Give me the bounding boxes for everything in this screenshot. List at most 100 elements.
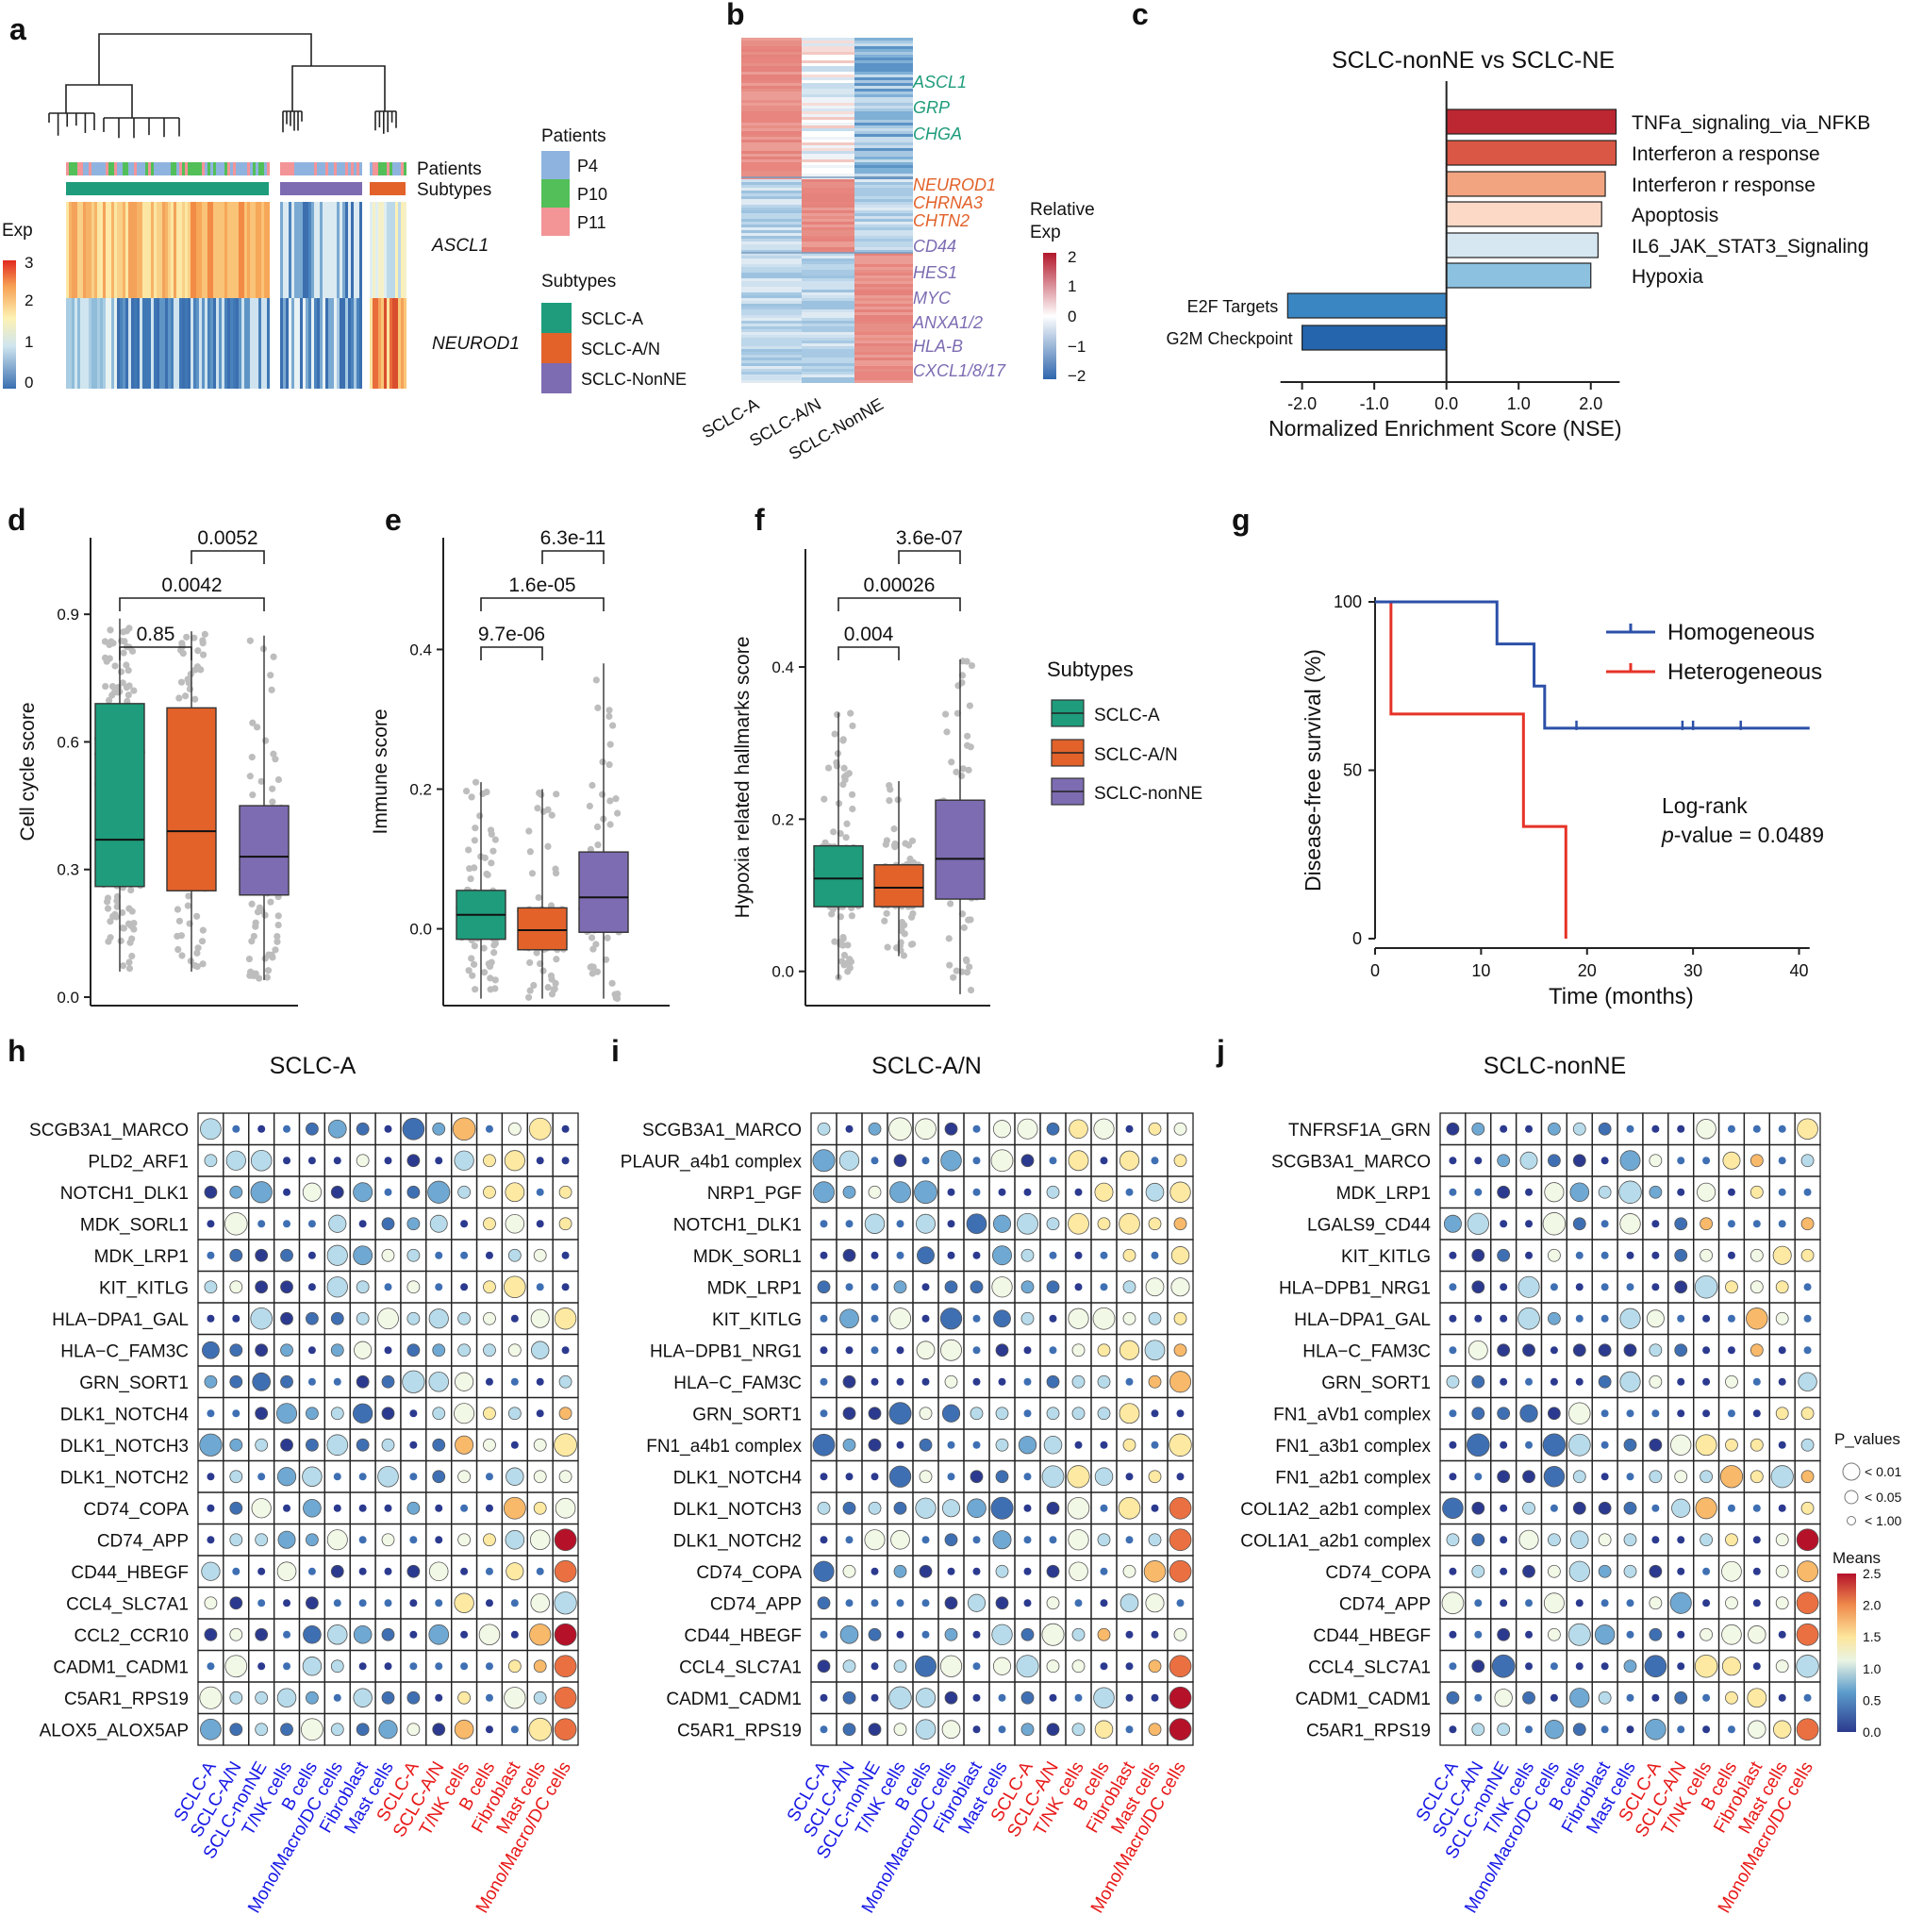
heat-cell	[741, 366, 802, 369]
pvalue-legend-label: < 0.01	[1865, 1464, 1902, 1479]
significance-bracket	[191, 550, 265, 564]
interaction-dot	[916, 1213, 936, 1234]
interaction-dot	[1721, 1560, 1742, 1582]
heat-cell	[111, 202, 114, 298]
heat-cell	[741, 83, 802, 86]
interaction-dot	[1446, 1533, 1460, 1547]
interaction-dot	[1772, 1720, 1792, 1739]
heat-cell	[741, 375, 802, 377]
interaction-dot	[1727, 1504, 1735, 1512]
interaction-dot	[1800, 1407, 1815, 1421]
data-point	[966, 702, 973, 709]
heat-cell	[741, 236, 802, 239]
heat-cell	[854, 89, 913, 92]
patient-cell	[359, 162, 362, 175]
interaction-dot	[229, 1627, 243, 1641]
data-point	[962, 956, 970, 963]
data-point	[965, 766, 972, 774]
patient-cell	[210, 162, 213, 175]
interaction-dot	[533, 1248, 547, 1262]
interaction-dot	[485, 1377, 493, 1386]
survival-line	[1375, 600, 1810, 730]
row-label: FN1_a2b1 complex	[1275, 1468, 1431, 1488]
row-label: CADM1_CADM1	[1295, 1690, 1431, 1709]
heat-cell	[854, 52, 913, 55]
interaction-dot	[252, 1372, 272, 1391]
data-point	[481, 854, 489, 861]
b-gene-hla-b: HLA-B	[913, 337, 963, 356]
data-point	[883, 837, 891, 844]
heat-cell	[256, 298, 258, 389]
interaction-dot	[1700, 1627, 1713, 1641]
interaction-dot	[356, 1122, 370, 1136]
interaction-dot	[554, 1559, 577, 1583]
data-point	[199, 637, 207, 644]
data-point	[107, 934, 114, 941]
row-label: C5AR1_RPS19	[64, 1690, 189, 1709]
heat-cell	[165, 202, 168, 298]
panel-label-b: b	[726, 0, 745, 31]
interaction-dot	[1727, 1124, 1735, 1133]
row-label: CD74_COPA	[1325, 1563, 1431, 1583]
interaction-dot	[1441, 1591, 1465, 1615]
data-point	[950, 974, 957, 981]
interaction-dot	[1543, 1466, 1566, 1488]
relexp-tick-0: 0	[1068, 308, 1076, 325]
subtype-bar	[280, 182, 362, 195]
heat-cell	[264, 202, 267, 298]
interaction-dot	[1092, 1307, 1116, 1330]
data-point	[113, 903, 121, 910]
interaction-dot	[207, 1662, 215, 1671]
patient-cell	[387, 162, 390, 175]
data-point	[263, 974, 271, 981]
heat-cell	[741, 63, 802, 66]
row-label: TNFRSF1A_GRN	[1288, 1121, 1431, 1141]
heat-cell	[802, 225, 854, 227]
data-point	[821, 795, 828, 803]
patient-cell	[174, 162, 176, 175]
interaction-dot	[820, 1346, 828, 1355]
interaction-dot	[1471, 1564, 1485, 1578]
interaction-dot	[507, 1343, 522, 1357]
interaction-dot	[1100, 1283, 1108, 1291]
heat-cell	[283, 202, 286, 298]
heat-cell	[802, 284, 854, 287]
interaction-dot	[1494, 1689, 1513, 1707]
bar	[1446, 171, 1606, 197]
heat-cell	[741, 264, 802, 267]
y-tick-label: 50	[1343, 761, 1362, 780]
heat-cell	[854, 171, 913, 174]
interaction-dot	[1020, 1311, 1035, 1325]
interaction-dot	[1176, 1473, 1185, 1481]
row-label: KIT_KITLG	[99, 1278, 189, 1298]
data-point	[480, 944, 488, 952]
data-point	[941, 710, 950, 718]
heat-cell	[854, 236, 913, 239]
dotplot-sclc-a: SCLC-ASCGB3A1_MARCOPLD2_ARF1NOTCH1_DLK1M…	[29, 1053, 579, 1917]
heat-cell	[802, 281, 854, 284]
heat-cell	[854, 326, 913, 329]
patient-cell	[224, 162, 227, 175]
interaction-dot	[864, 1529, 886, 1551]
interaction-dot	[1500, 1599, 1508, 1607]
p-value-label: 0.0042	[161, 575, 222, 596]
interaction-dot	[251, 1498, 272, 1519]
heat-cell	[802, 58, 854, 60]
patient-cell	[185, 162, 188, 175]
interaction-dot	[893, 1501, 907, 1515]
heat-cell	[802, 140, 854, 142]
heat-cell	[802, 106, 854, 108]
data-point	[468, 793, 475, 801]
patient-cell	[404, 162, 406, 175]
heat-cell	[854, 253, 913, 256]
interaction-dot	[207, 1536, 215, 1544]
data-point	[907, 941, 916, 948]
interaction-dot	[305, 1533, 319, 1547]
heat-cell	[741, 346, 802, 349]
interaction-dot	[1600, 1725, 1609, 1734]
pvalue-label: p-value = 0.0489	[1661, 823, 1824, 847]
patient-cell	[100, 162, 103, 175]
interaction-dot	[1020, 1627, 1035, 1641]
heat-cell	[117, 202, 120, 298]
interaction-dot	[995, 1343, 1009, 1357]
